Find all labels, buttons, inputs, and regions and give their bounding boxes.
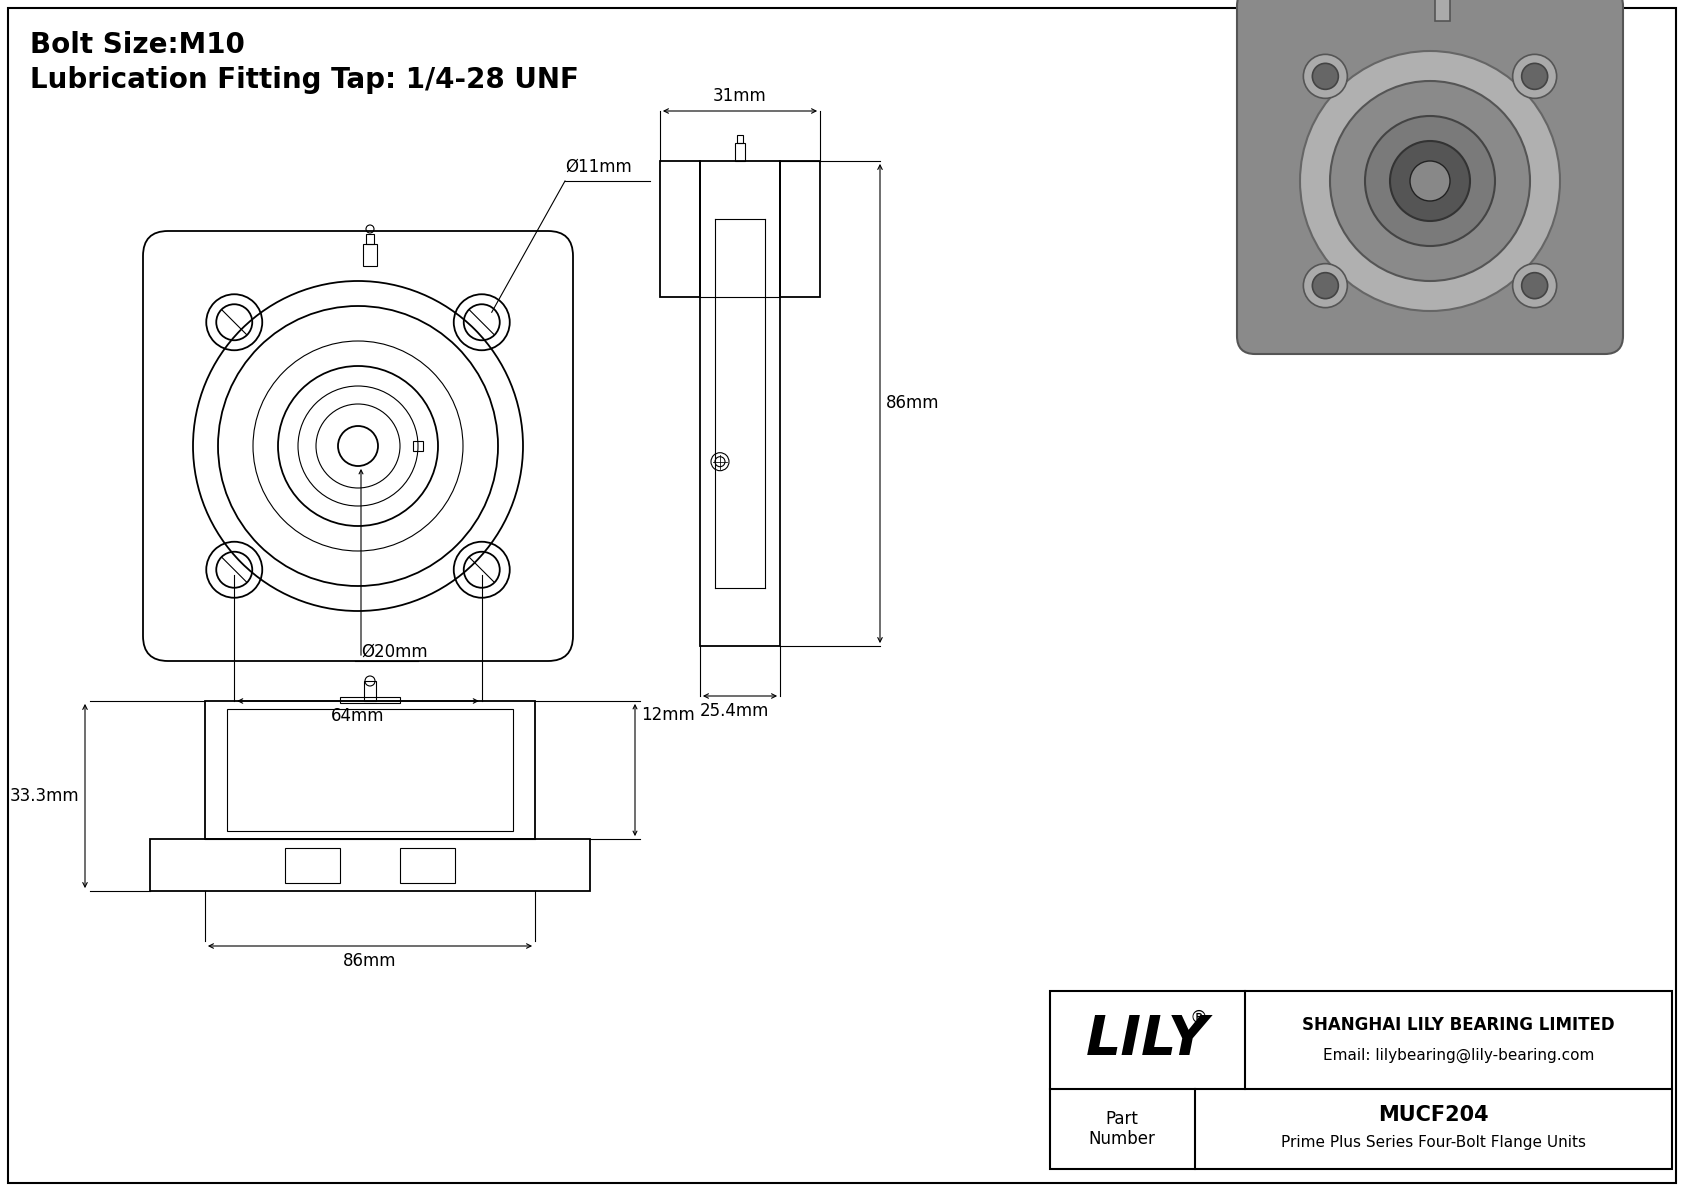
Text: 25.4mm: 25.4mm	[701, 701, 770, 721]
Bar	[738, 135, 743, 143]
Text: Part
Number: Part Number	[1088, 1110, 1155, 1148]
FancyBboxPatch shape	[1238, 0, 1623, 354]
Text: SHANGHAI LILY BEARING LIMITED: SHANGHAI LILY BEARING LIMITED	[1302, 1016, 1615, 1034]
Text: MUCF204: MUCF204	[1378, 1105, 1489, 1125]
Circle shape	[1512, 55, 1556, 99]
Bar	[1435, 0, 1450, 21]
Bar	[734, 143, 744, 161]
Text: 86mm: 86mm	[886, 394, 940, 412]
Bar	[365, 233, 374, 244]
Bar	[150, 838, 589, 891]
Text: Lubrication Fitting Tap: 1/4-28 UNF: Lubrication Fitting Tap: 1/4-28 UNF	[30, 66, 579, 94]
Bar	[1051, 991, 1672, 1170]
Circle shape	[1312, 273, 1339, 299]
Circle shape	[1303, 55, 1347, 99]
Bar	[340, 697, 401, 703]
Circle shape	[1303, 263, 1347, 307]
Circle shape	[1522, 63, 1548, 89]
Text: Ø20mm: Ø20mm	[360, 643, 428, 661]
Text: 86mm: 86mm	[344, 952, 397, 969]
Circle shape	[1522, 273, 1548, 299]
Text: 12mm: 12mm	[642, 706, 695, 724]
Text: Prime Plus Series Four-Bolt Flange Units: Prime Plus Series Four-Bolt Flange Units	[1282, 1135, 1586, 1151]
Circle shape	[1389, 141, 1470, 222]
Text: 33.3mm: 33.3mm	[10, 787, 79, 805]
Circle shape	[1330, 81, 1531, 281]
Bar	[701, 161, 780, 646]
Bar	[364, 244, 377, 266]
Circle shape	[1312, 63, 1339, 89]
Circle shape	[1512, 263, 1556, 307]
Bar	[660, 161, 701, 297]
Bar	[227, 709, 514, 831]
Circle shape	[1300, 51, 1559, 311]
Bar	[401, 848, 455, 883]
Bar	[364, 681, 376, 701]
Circle shape	[1366, 116, 1495, 247]
Text: Email: lilybearing@lily-bearing.com: Email: lilybearing@lily-bearing.com	[1324, 1047, 1595, 1062]
Bar	[285, 848, 340, 883]
Text: ®: ®	[1191, 1009, 1207, 1027]
Bar	[413, 441, 423, 451]
Text: 64mm: 64mm	[332, 707, 384, 725]
Circle shape	[1410, 161, 1450, 201]
Text: 31mm: 31mm	[712, 87, 766, 105]
Bar	[780, 161, 820, 297]
Text: Ø11mm: Ø11mm	[566, 158, 632, 176]
Text: Bolt Size:M10: Bolt Size:M10	[30, 31, 244, 60]
Bar	[205, 701, 536, 838]
Text: LILY: LILY	[1086, 1014, 1209, 1067]
